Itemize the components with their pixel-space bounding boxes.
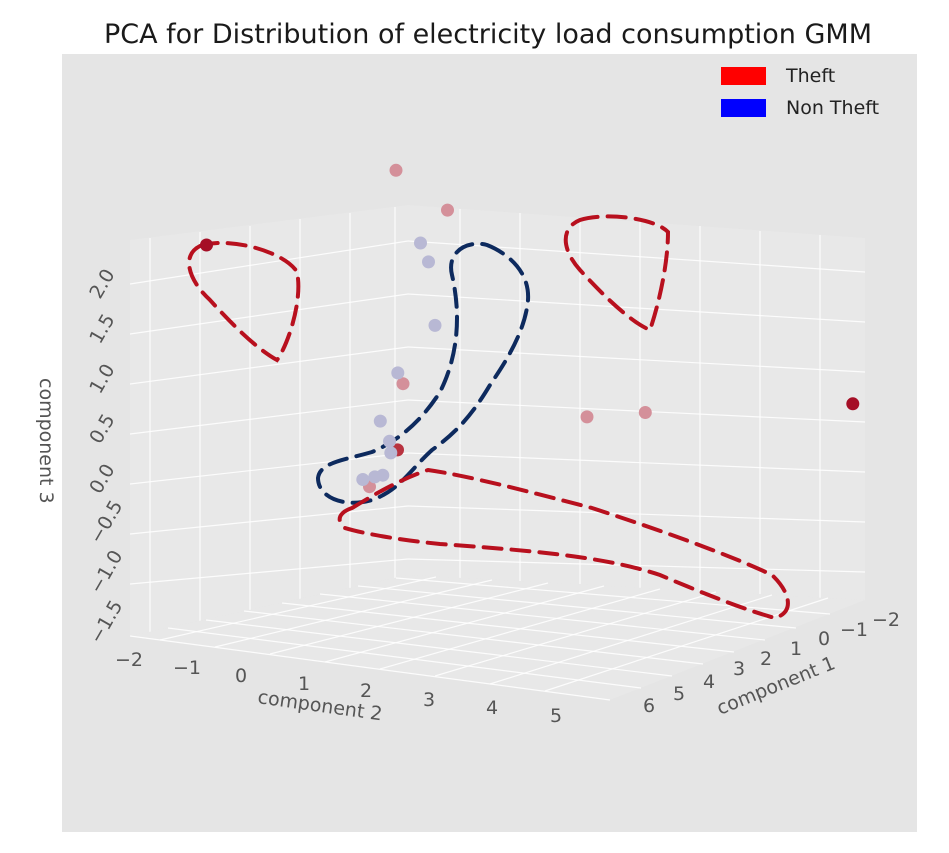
- pane-back: [407, 205, 866, 600]
- y-tick-label: −2: [872, 609, 900, 631]
- non-theft-point: [356, 473, 370, 486]
- theft-cluster-top-right-outline: [563, 214, 671, 333]
- non-theft-point: [391, 366, 405, 380]
- y-tick-label: 0: [818, 628, 830, 650]
- theft-point: [638, 406, 652, 419]
- non-theft-point: [422, 255, 435, 269]
- x-tick-label: −1: [173, 657, 201, 679]
- y-tick-label: 6: [643, 695, 655, 717]
- x-tick-label: 5: [550, 705, 562, 727]
- x-axis-ticks: −2 −1 0 1 2 3 4 5: [115, 649, 562, 727]
- y-tick-label: 2: [760, 648, 772, 670]
- legend-swatch-non-theft: [721, 99, 766, 117]
- y-axis-ticks: −2 −1 0 1 2 3 4 5 6: [643, 609, 900, 717]
- non-theft-point: [383, 434, 396, 448]
- y-tick-label: 1: [790, 638, 802, 660]
- y-tick-label: −1: [840, 619, 868, 641]
- theft-cluster-bottom-outline: [337, 467, 790, 621]
- theft-point: [200, 238, 213, 252]
- theft-point: [441, 203, 454, 217]
- x-tick-label: 1: [298, 673, 310, 695]
- legend-label-non-theft: Non Theft: [786, 97, 879, 119]
- chart-title: PCA for Distribution of electricity load…: [104, 19, 872, 50]
- theft-point: [396, 377, 410, 391]
- y-tick-label: 4: [703, 671, 715, 693]
- theft-point: [580, 410, 594, 424]
- z-axis-label: component 3: [35, 378, 57, 504]
- theft-point: [389, 163, 403, 177]
- pane-floor: [129, 575, 865, 701]
- legend-swatch-theft: [721, 67, 766, 85]
- theft-point: [846, 397, 860, 411]
- non-theft-cluster-outline: [315, 241, 531, 505]
- y-tick-label: 5: [673, 683, 685, 705]
- x-tick-label: 3: [423, 689, 435, 711]
- x-tick-label: −2: [115, 649, 143, 671]
- non-theft-point: [428, 318, 442, 332]
- non-theft-point: [376, 468, 390, 482]
- scatter-points: [200, 163, 860, 494]
- non-theft-point: [414, 236, 427, 250]
- non-theft-point: [384, 446, 398, 460]
- x-tick-label: 4: [486, 697, 498, 719]
- y-tick-label: 3: [733, 658, 745, 680]
- pane-left: [129, 205, 409, 636]
- legend-label-theft: Theft: [785, 65, 835, 87]
- non-theft-point: [373, 414, 387, 428]
- x-tick-label: 0: [235, 665, 247, 687]
- legend: Theft Non Theft: [721, 65, 879, 119]
- x-tick-label: 2: [360, 680, 372, 702]
- theft-cluster-left-outline: [187, 240, 301, 363]
